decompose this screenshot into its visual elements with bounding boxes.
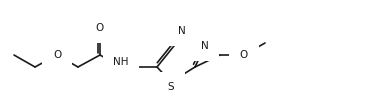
Text: NH: NH [113,57,129,67]
Text: N: N [201,41,209,51]
Text: O: O [240,50,248,60]
Text: S: S [168,82,174,92]
Text: N: N [178,26,186,36]
Text: O: O [53,50,61,60]
Text: O: O [96,23,104,33]
